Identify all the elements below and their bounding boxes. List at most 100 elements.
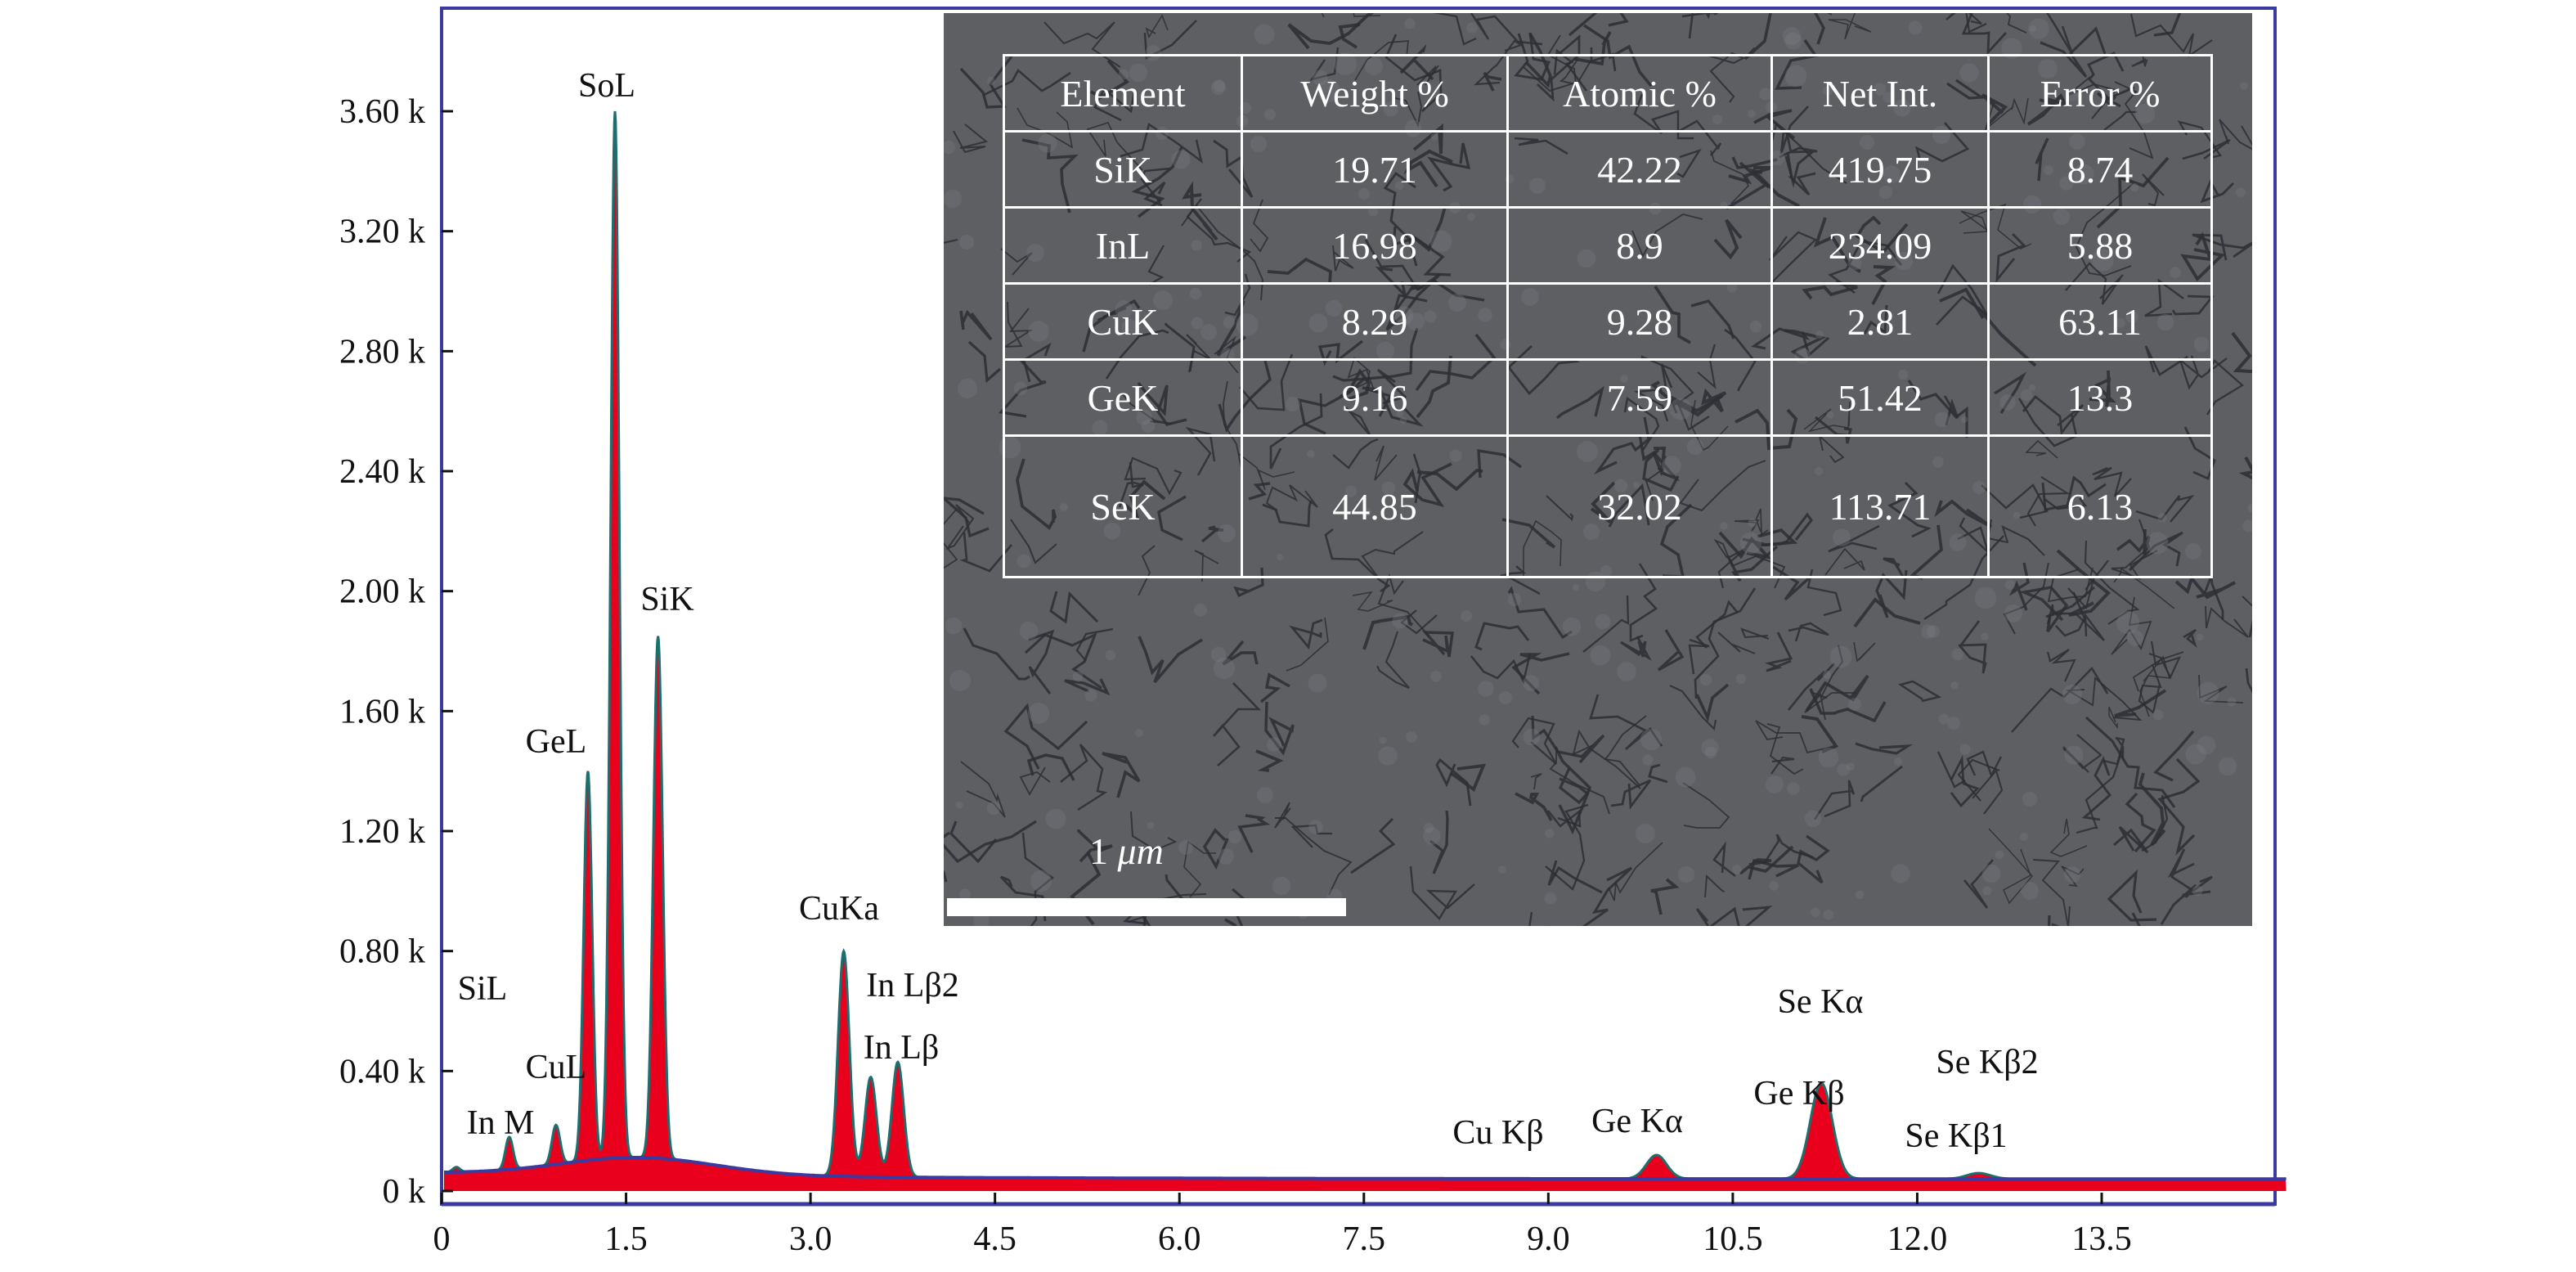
crack-line [2231,331,2252,374]
grain-dot [1837,763,1850,776]
crack-line [1077,829,1113,863]
crack-line [1704,874,1726,898]
y-tick-label: 3.20 k [339,213,425,251]
grain-dot [1430,671,1442,682]
table-row: SiK 19.71 42.22 419.75 8.74 [1003,130,2213,209]
crack-line [960,761,1006,818]
crack-line [2046,13,2074,55]
table-cell: 42.22 [1506,130,1773,209]
crack-line [2174,574,2236,600]
crack-line [1143,20,1197,60]
table-cell: 13.3 [1987,358,2213,437]
y-tick-label: 2.80 k [339,333,425,371]
crack-line [2183,628,2197,648]
crack-line [1043,21,1121,68]
crack-line [1511,717,1558,765]
grain-dot [1974,587,1997,609]
crack-line [2032,859,2071,926]
grain-dot [1461,610,1472,622]
crack-line [1572,729,1641,789]
crack-line [1264,701,1295,756]
crack-line [1797,834,1830,884]
crack-line [1694,587,1757,699]
grain-dot [1783,27,1801,45]
crack-line [1809,688,1887,723]
crack-line [1224,918,1237,926]
crack-line [1957,758,2000,802]
crack-line [1608,842,1663,901]
grain-dot [1891,864,1910,883]
table-header-cell: Error % [1987,54,2213,133]
grain-dot [1951,648,1964,661]
crack-line [2129,13,2213,58]
grain-dot [1308,673,1327,693]
grain-dot [1995,850,2004,860]
peak-label: Cu Kβ [1452,1114,1543,1152]
crack-line [2003,562,2049,635]
grain-dot [958,234,975,250]
grain-dot [1194,604,1207,617]
crack-line [1688,638,1710,675]
grain-dot [1701,739,1719,757]
table-cell: 44.85 [1241,434,1509,578]
table-cell: 9.16 [1241,358,1509,437]
peak-label: Ge Kβ [1753,1075,1844,1112]
crack-line [1287,13,1375,50]
grain-dot [2247,503,2252,513]
crack-line [1470,13,1543,46]
grain-dot [2152,709,2164,721]
grain-dot [1950,681,1959,690]
grain-dot [1921,624,1936,639]
grain-dot [1523,728,1541,746]
crack-line [1549,751,1610,815]
crack-line [1515,792,1553,821]
crack-line [963,627,1030,681]
x-tick-label: 7.5 [1343,1220,1386,1258]
crack-line [2198,674,2244,703]
crack-line [1610,779,1652,810]
grain-dot [1498,865,1506,874]
crack-line [1028,629,1055,694]
crack-line [2248,619,2252,638]
crack-line [2192,233,2252,261]
crack-line [1950,754,1980,808]
peak-label-layer: In M SiL CuL GeL SoL SiK CuKa In Lβ2 In Lβ Cu Kβ G… [458,67,2039,1155]
grain-dot [1735,673,1747,685]
grain-dot [2240,82,2248,90]
crack-line [1130,811,1178,852]
table-cell: 113.71 [1770,434,1990,578]
crack-line [1682,782,1730,829]
grain-dot [1908,20,1923,35]
grain-dot [1846,762,1856,771]
grain-dot [2197,735,2216,755]
crack-line [1582,595,1630,653]
grain-dot [1544,892,1557,905]
crack-line [1972,768,2004,815]
crack-line [2148,640,2182,680]
table-row: CuK 8.29 9.28 2.81 63.11 [1003,282,2213,361]
crack-line [1695,906,1773,926]
x-tick-label: 0 [433,1220,451,1258]
grain-dot [949,670,971,691]
crack-line [2132,651,2184,692]
crack-line [1350,817,1396,874]
crack-line [1545,803,1589,891]
grain-dot [1178,840,1193,855]
crack-line [1274,802,1291,829]
grain-dot [2116,611,2139,634]
crack-line [1958,620,1987,674]
x-tick-label: 12.0 [1887,1220,1948,1258]
crack-line [953,124,989,154]
grain-dot [1423,822,1434,834]
x-tick-label: 4.5 [973,1220,1016,1258]
table-cell: 16.98 [1241,206,1509,285]
peak-label: In M [467,1104,535,1142]
crack-line [2046,604,2105,641]
crack-line [944,820,1037,864]
crack-line [944,238,958,244]
crack-line [1766,723,1804,775]
sem-micrograph-inset: Element Weight % Atomic % Net Int. Error… [944,13,2252,926]
crack-line [1936,751,1966,789]
crack-line [959,532,1013,573]
